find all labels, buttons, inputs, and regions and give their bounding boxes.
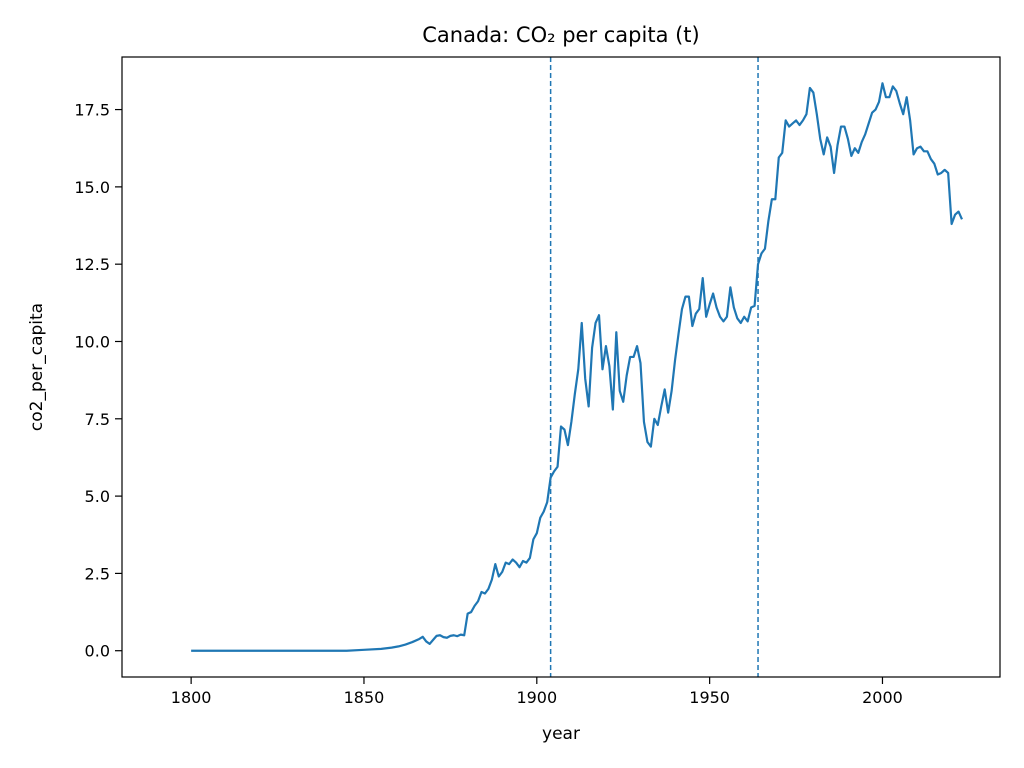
y-tick-label: 12.5 [74, 255, 110, 274]
x-axis: 1800 1850 1900 1950 2000 [171, 677, 903, 707]
series-line [191, 82, 963, 652]
y-tick-label: 5.0 [85, 487, 110, 506]
reference-lines [549, 57, 759, 677]
y-tick-label: 7.5 [85, 410, 110, 429]
y-axis-label: co2_per_capita [27, 303, 47, 431]
chart-title: Canada: CO₂ per capita (t) [422, 23, 699, 47]
x-tick-label: 1950 [689, 688, 730, 707]
x-axis-label: year [542, 724, 580, 744]
y-tick-label: 2.5 [85, 564, 110, 583]
series-layer [191, 82, 963, 652]
x-tick-label: 1800 [171, 688, 212, 707]
x-tick-label: 1900 [516, 688, 557, 707]
y-tick-label: 10.0 [74, 332, 110, 351]
y-tick-label: 17.5 [74, 101, 110, 120]
x-tick-label: 2000 [862, 688, 903, 707]
x-tick-label: 1850 [344, 688, 385, 707]
y-axis: 0.0 2.5 5.0 7.5 10.0 12.5 15.0 17.5 [74, 101, 122, 661]
y-tick-label: 0.0 [85, 642, 110, 661]
y-tick-label: 15.0 [74, 178, 110, 197]
axes-frame [121, 56, 1001, 678]
